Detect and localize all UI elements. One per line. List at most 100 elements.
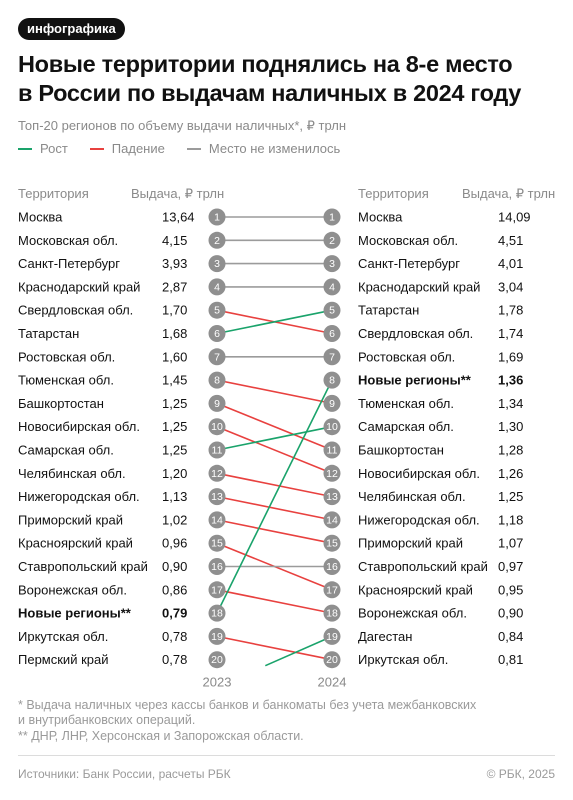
rank-number-2023: 16 (211, 561, 223, 573)
region-value-2024: 1,34 (498, 396, 523, 411)
region-value-2023: 0,96 (162, 536, 187, 551)
region-value-2024: 1,25 (498, 489, 523, 504)
rank-circle-2024 (323, 488, 341, 506)
rank-circle-2023 (208, 511, 226, 529)
rank-lines (216, 216, 333, 667)
region-name-2024: Башкортостан (358, 443, 444, 458)
header-territory-2024: Территория (358, 186, 429, 201)
rank-circle-2024 (323, 325, 341, 342)
rank-number-2023: 19 (211, 631, 223, 643)
rank-circle-2024 (323, 231, 341, 249)
rank-circle-2024 (323, 627, 341, 645)
region-value-2023: 1,25 (162, 419, 187, 434)
region-name-2023: Свердловская обл. (18, 303, 133, 318)
region-name-2024: Санкт-Петербург (358, 256, 460, 271)
region-name-2023: Санкт-Петербург (18, 256, 120, 271)
region-value-2023: 4,15 (162, 233, 187, 248)
title-line-1: Новые территории поднялись на 8-е место (18, 51, 513, 77)
rank-circle-2024 (323, 301, 341, 319)
legend-item-same: Место не изменилось (186, 141, 340, 156)
rank-line (216, 519, 333, 544)
rank-number-2024: 12 (326, 468, 338, 480)
region-name-2024: Московская обл. (358, 233, 458, 248)
region-name-2023: Самарская обл. (18, 443, 114, 458)
region-value-2023: 1,60 (162, 349, 187, 364)
rank-circle-2023 (208, 371, 226, 389)
header-territory-2023: Территория (18, 186, 89, 201)
region-value-2024: 1,07 (498, 536, 523, 551)
rank-number-2023: 15 (211, 538, 223, 550)
rank-number-2024: 3 (329, 258, 335, 270)
region-name-2024: Краснодарский край (358, 279, 480, 294)
region-value-2024: 1,30 (498, 419, 523, 434)
region-name-2024: Иркутская обл. (358, 652, 448, 667)
rank-circle-2024 (323, 371, 341, 389)
rank-circle-2024 (323, 534, 341, 552)
region-name-2023: Иркутская обл. (18, 629, 108, 644)
region-value-2024: 1,69 (498, 349, 523, 364)
region-name-2023: Тюменская обл. (18, 373, 114, 388)
region-name-2023: Воронежская обл. (18, 582, 127, 597)
year-label-2023: 2023 (203, 675, 232, 690)
region-name-2024: Воронежская обл. (358, 606, 467, 621)
rank-circle-2023 (208, 325, 226, 342)
region-value-2024: 0,81 (498, 652, 523, 667)
region-value-2023: 1,68 (162, 326, 187, 341)
rank-circle-2023 (208, 534, 226, 552)
rank-circle-2024 (323, 604, 341, 622)
region-name-2024: Татарстан (358, 303, 419, 318)
rank-circle-2024 (323, 464, 341, 482)
rank-circle-2023 (208, 208, 226, 226)
region-name-2023: Краснодарский край (18, 279, 140, 294)
rank-circle-2023 (208, 418, 226, 436)
legend-label-down: Падение (111, 141, 165, 156)
rank-number-2023: 8 (214, 375, 220, 387)
rank-number-2024: 20 (326, 654, 338, 666)
region-name-2024: Ставропольский край (358, 559, 488, 574)
legend: Рост Падение Место не изменилось (18, 141, 362, 156)
rank-number-2024: 9 (329, 398, 335, 410)
region-name-2024: Нижегородская обл. (358, 512, 480, 527)
rank-number-2024: 11 (327, 445, 338, 457)
region-value-2024: 1,26 (498, 466, 523, 481)
rank-circle-2023 (208, 581, 226, 599)
rank-number-2023: 13 (211, 491, 223, 503)
region-name-2024: Самарская обл. (358, 419, 454, 434)
region-value-2023: 1,25 (162, 443, 187, 458)
region-name-2023: Ростовская обл. (18, 349, 115, 364)
infographic-tag: инфографика (18, 18, 125, 40)
rank-number-2024: 7 (329, 351, 335, 363)
header-value-2023: Выдача, ₽ трлн (131, 186, 225, 201)
rank-number-2024: 5 (329, 305, 335, 317)
rank-circle-2024 (323, 441, 341, 459)
legend-swatch-down (89, 147, 104, 150)
region-name-2024: Приморский край (358, 536, 463, 551)
rank-line (216, 379, 333, 614)
region-value-2024: 3,04 (498, 279, 523, 294)
region-name-2024: Тюменская обл. (358, 396, 454, 411)
legend-swatch-same (186, 147, 201, 150)
region-name-2023: Пермский край (18, 652, 108, 667)
rank-number-2023: 4 (214, 281, 220, 293)
region-value-2023: 1,20 (162, 466, 187, 481)
region-name-2023: Ставропольский край (18, 559, 148, 574)
rank-number-2023: 6 (214, 328, 220, 340)
rank-number-2023: 7 (214, 351, 220, 363)
region-value-2024: 0,84 (498, 629, 523, 644)
rank-number-2024: 4 (329, 281, 335, 293)
footnote-1a: * Выдача наличных через кассы банков и б… (18, 698, 477, 712)
region-value-2024: 4,51 (498, 233, 523, 248)
region-name-2024: Челябинская обл. (358, 489, 466, 504)
rank-line (216, 309, 333, 335)
rank-circle-2023 (208, 301, 226, 319)
rank-circle-2023 (208, 394, 226, 412)
rank-line (216, 495, 333, 521)
rank-line-extra (264, 635, 333, 667)
footnote-2: ** ДНР, ЛНР, Херсонская и Запорожская об… (18, 729, 304, 743)
rank-circle-2023 (208, 464, 226, 482)
rank-number-2023: 11 (212, 445, 223, 457)
region-name-2023: Челябинская обл. (18, 466, 126, 481)
rank-line (216, 402, 333, 451)
